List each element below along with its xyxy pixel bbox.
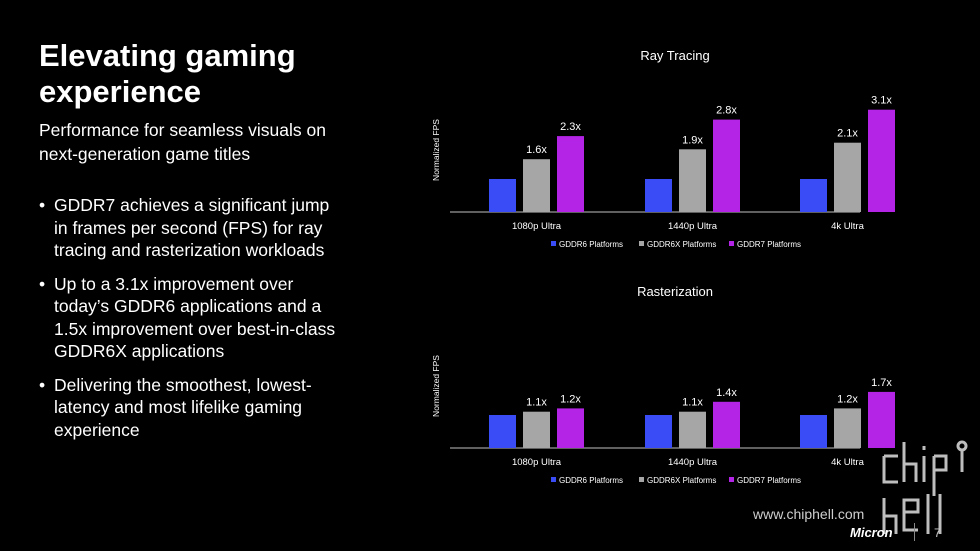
bullet-list: • GDDR7 achieves a significant jump in f…	[39, 194, 339, 452]
data-label: 1.2x	[837, 393, 858, 405]
legend-entry: GDDR6 Platforms	[559, 240, 623, 249]
bar-gddr6x-platforms	[834, 408, 861, 448]
bar-gddr6x-platforms	[523, 411, 550, 448]
data-label: 2.1x	[837, 128, 858, 140]
watermark-text: www.chiphell.com	[753, 506, 865, 522]
page-number: 7	[934, 526, 941, 540]
legend-entry: GDDR6X Platforms	[647, 240, 716, 249]
data-label: 1.4x	[716, 387, 737, 399]
bullet-text: Up to a 3.1x improvement over today’s GD…	[54, 273, 336, 362]
bar-gddr6x-platforms	[679, 411, 706, 448]
bullet-text: Delivering the smoothest, lowest-latency…	[54, 374, 312, 440]
legend-swatch	[639, 477, 644, 482]
legend-swatch	[551, 241, 556, 246]
bullet-text: GDDR7 achieves a significant jump in fra…	[54, 195, 330, 260]
y-axis-label: Normalized FPS	[431, 119, 441, 181]
data-label: 1.6x	[526, 144, 547, 156]
bullet-item: • Up to a 3.1x improvement over today’s …	[39, 273, 339, 363]
legend-entry: GDDR7 Platforms	[737, 476, 801, 485]
bar-gddr7-platforms	[713, 119, 740, 212]
legend-entry: GDDR6 Platforms	[559, 476, 623, 485]
legend-entry: GDDR6X Platforms	[647, 476, 716, 485]
bullet-dot: •	[39, 273, 46, 294]
slide-title: Elevating gaming experience	[39, 38, 296, 109]
data-label: 3.1x	[871, 95, 892, 107]
ray-tracing-chart: Ray Tracing Normalized FPS 1.6x 2.3x 1080p U…	[431, 48, 895, 249]
bar-gddr6-platforms	[645, 415, 672, 448]
bar-gddr6-platforms	[489, 179, 516, 212]
bullet-dot: •	[39, 195, 46, 215]
category-tick-label: 1080p Ultra	[512, 457, 562, 468]
chart-title: Rasterization	[637, 284, 713, 299]
chiphell-watermark-icon	[882, 440, 968, 534]
legend-swatch	[729, 477, 734, 482]
data-label: 1.7x	[871, 377, 892, 389]
data-label: 1.9x	[682, 134, 703, 146]
data-label: 2.3x	[560, 121, 581, 133]
category-tick-label: 4k Ultra	[831, 221, 864, 232]
bar-gddr6x-platforms	[834, 142, 861, 212]
legend-swatch	[639, 241, 644, 246]
data-label: 2.8x	[716, 105, 737, 117]
bar-gddr7-platforms	[713, 401, 740, 448]
bar-gddr7-platforms	[557, 136, 584, 212]
category-tick-label: 1440p Ultra	[668, 221, 718, 232]
category-tick-label: 1440p Ultra	[668, 457, 718, 468]
bar-gddr6-platforms	[645, 179, 672, 212]
rasterization-chart: Rasterization Normalized FPS 1.1x 1.2x 1080p…	[431, 284, 895, 485]
bar-gddr6-platforms	[800, 415, 827, 448]
y-axis-label: Normalized FPS	[431, 355, 441, 417]
bar-gddr7-platforms	[557, 408, 584, 448]
bullet-dot: •	[39, 374, 46, 395]
bullet-item: • GDDR7 achieves a significant jump in f…	[39, 194, 339, 262]
bar-gddr6x-platforms	[523, 159, 550, 212]
legend-entry: GDDR7 Platforms	[737, 240, 801, 249]
bar-gddr6-platforms	[489, 415, 516, 448]
slide-subtitle: Performance for seamless visuals on next…	[39, 120, 326, 164]
legend-swatch	[729, 241, 734, 246]
data-label: 1.2x	[560, 393, 581, 405]
data-label: 1.1x	[526, 397, 547, 409]
category-tick-label: 4k Ultra	[831, 457, 864, 468]
category-tick-label: 1080p Ultra	[512, 221, 562, 232]
bullet-item: • Delivering the smoothest, lowest-laten…	[39, 374, 339, 442]
legend-swatch	[551, 477, 556, 482]
bar-gddr7-platforms	[868, 391, 895, 448]
footer-divider	[914, 523, 915, 541]
bar-gddr7-platforms	[868, 109, 895, 212]
bar-gddr6x-platforms	[679, 149, 706, 212]
chart-title: Ray Tracing	[640, 48, 709, 63]
bar-gddr6-platforms	[800, 179, 827, 212]
data-label: 1.1x	[682, 397, 703, 409]
micron-logo: Micron	[850, 525, 893, 540]
